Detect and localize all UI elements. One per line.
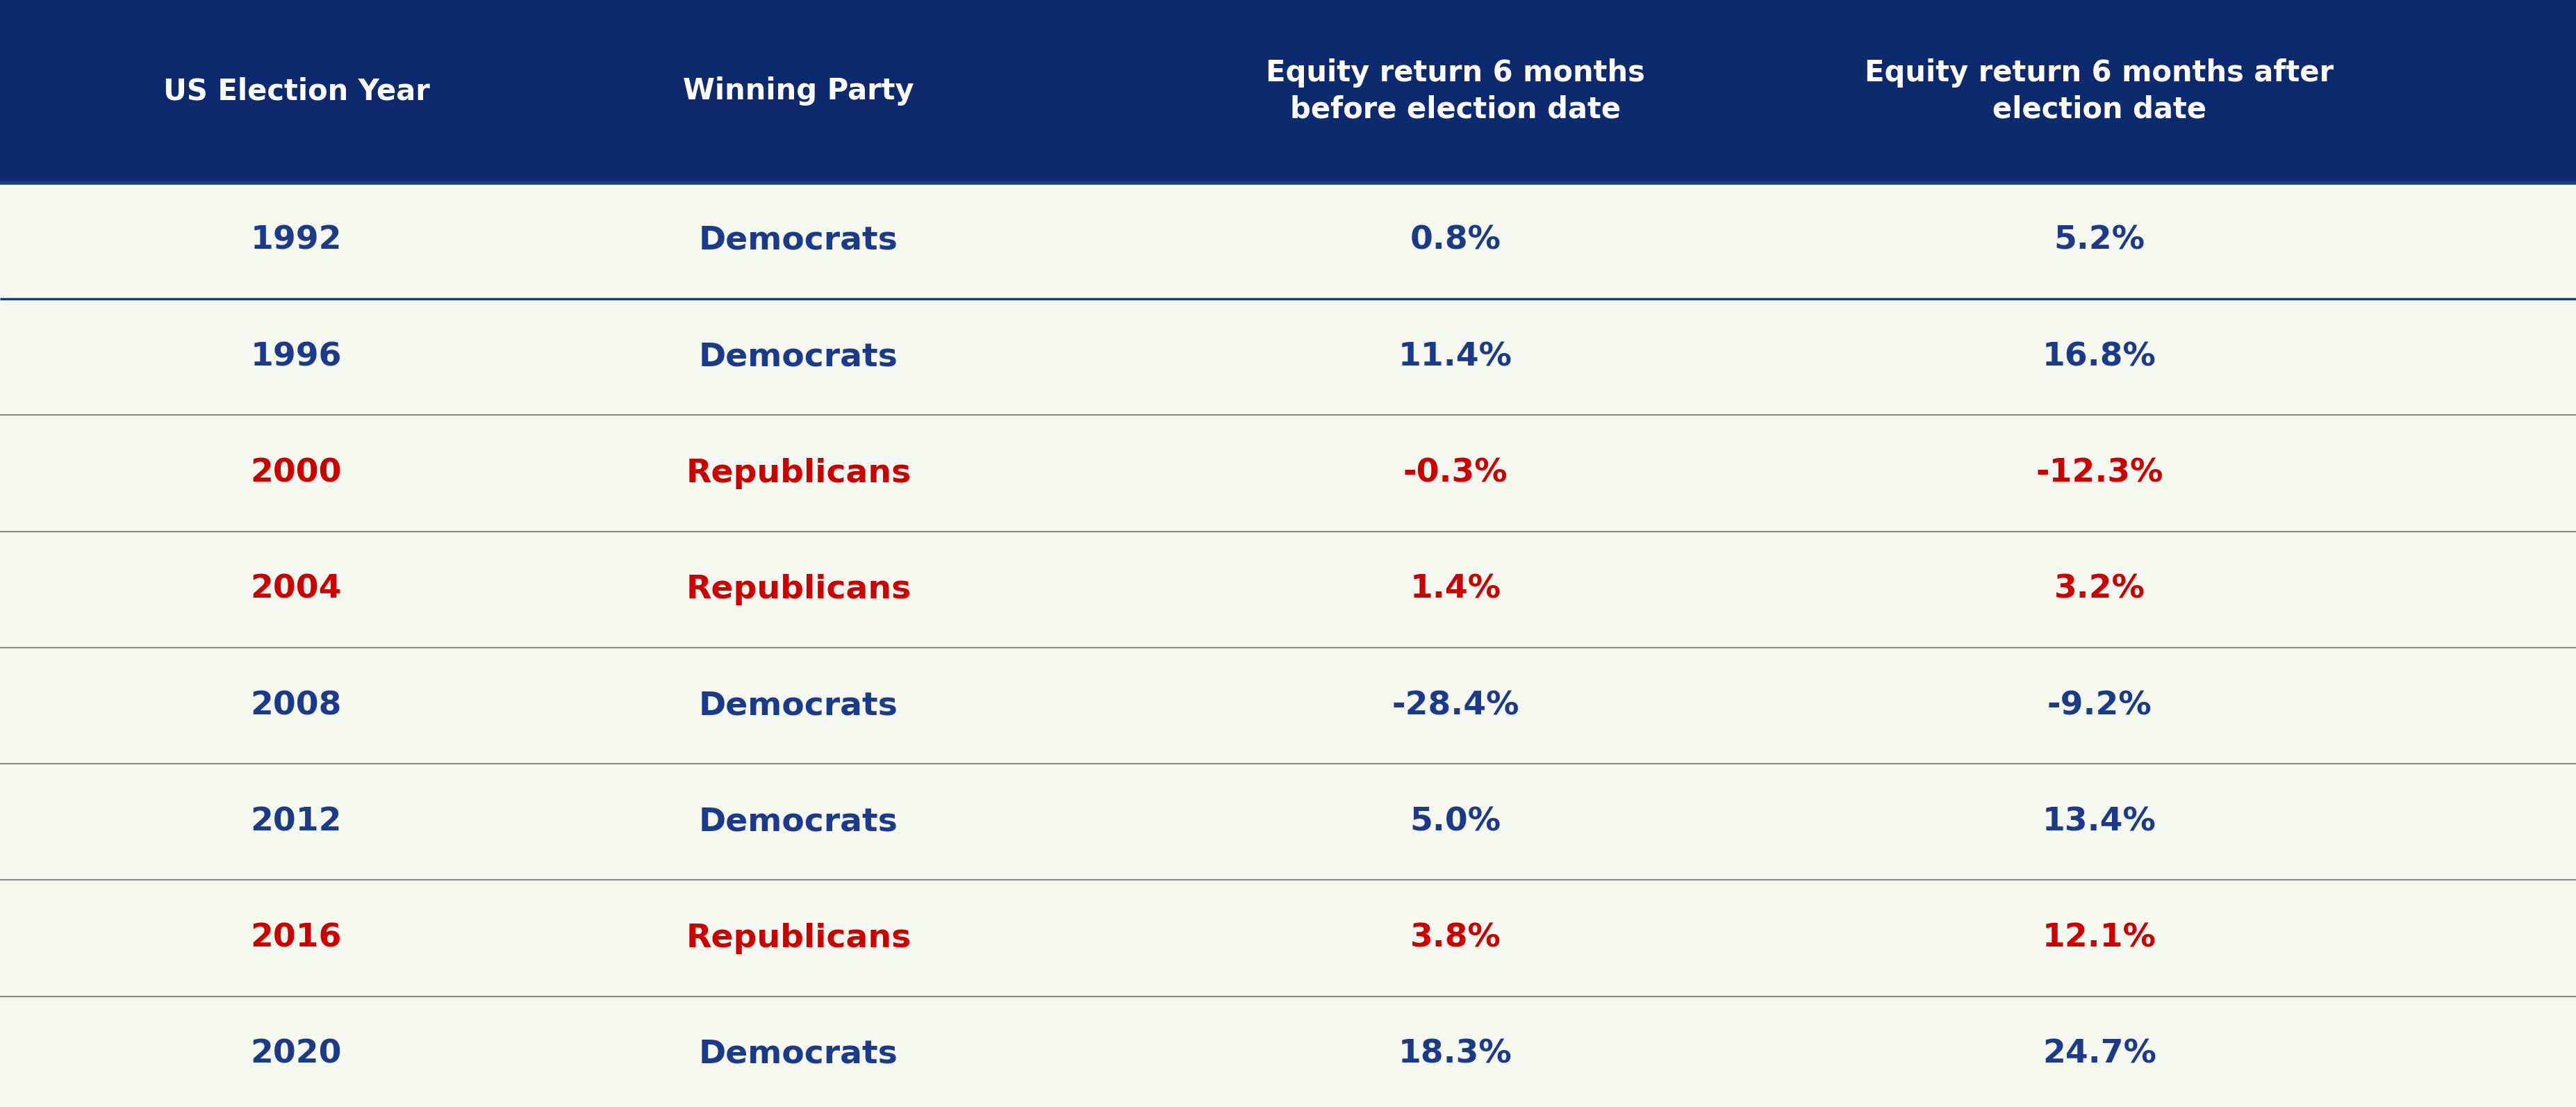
Bar [0,648,2576,764]
Text: 11.4%: 11.4% [1399,341,1512,373]
Bar [0,531,2576,648]
Text: 5.2%: 5.2% [2053,225,2146,257]
Text: 24.7%: 24.7% [2043,1038,2156,1070]
Text: 2016: 2016 [250,922,343,954]
Text: 2008: 2008 [250,690,343,722]
Bar [0,299,2576,415]
Bar [0,0,2576,183]
Text: 2020: 2020 [250,1038,343,1070]
Text: 18.3%: 18.3% [1399,1038,1512,1070]
Bar [0,764,2576,880]
Text: Democrats: Democrats [698,225,899,257]
Text: Democrats: Democrats [698,806,899,838]
Text: -0.3%: -0.3% [1404,457,1507,489]
Text: 3.8%: 3.8% [1409,922,1502,954]
Text: -9.2%: -9.2% [2048,690,2151,722]
Text: Democrats: Democrats [698,1038,899,1070]
Text: 13.4%: 13.4% [2043,806,2156,838]
Text: Democrats: Democrats [698,690,899,722]
Text: Republicans: Republicans [685,573,912,606]
Bar [0,880,2576,996]
Text: 5.0%: 5.0% [1409,806,1502,838]
Text: -28.4%: -28.4% [1391,690,1520,722]
Text: Republicans: Republicans [685,457,912,489]
Text: 2004: 2004 [250,573,343,606]
Text: 1996: 1996 [250,341,343,373]
Bar [0,415,2576,531]
Text: 2000: 2000 [250,457,343,489]
Text: 12.1%: 12.1% [2043,922,2156,954]
Text: US Election Year: US Election Year [162,76,430,106]
Text: 16.8%: 16.8% [2043,341,2156,373]
Bar [0,996,2576,1107]
Text: 1.4%: 1.4% [1409,573,1502,606]
Text: Equity return 6 months after
election date: Equity return 6 months after election da… [1865,59,2334,124]
Text: 0.8%: 0.8% [1409,225,1502,257]
Text: 1992: 1992 [250,225,343,257]
Text: 3.2%: 3.2% [2053,573,2146,606]
Text: Equity return 6 months
before election date: Equity return 6 months before election d… [1265,59,1646,124]
Text: Republicans: Republicans [685,922,912,954]
Bar [0,183,2576,299]
Text: Winning Party: Winning Party [683,76,914,106]
Text: -12.3%: -12.3% [2035,457,2164,489]
Text: 2012: 2012 [250,806,343,838]
Text: Democrats: Democrats [698,341,899,373]
